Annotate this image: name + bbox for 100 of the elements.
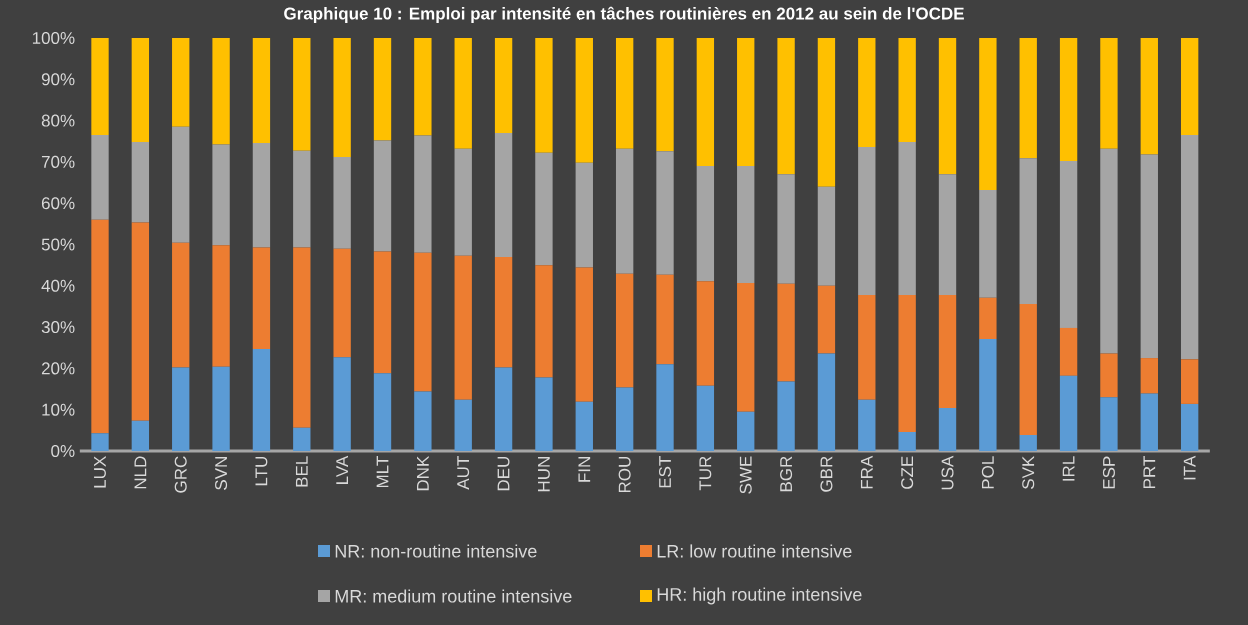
y-tick-label: 90% — [41, 73, 75, 86]
bar — [898, 38, 916, 143]
x-tick-label: PRT — [1143, 456, 1156, 488]
x-tick-label: HUN — [538, 457, 550, 492]
bar — [575, 38, 593, 163]
x-tick-label: POL — [981, 456, 994, 489]
bar — [535, 152, 553, 266]
bar — [293, 247, 311, 428]
bar — [656, 274, 674, 365]
bar — [737, 282, 755, 412]
bar — [1100, 148, 1118, 354]
bar — [373, 251, 392, 374]
bar — [858, 294, 876, 400]
bar — [535, 265, 553, 378]
bar — [656, 38, 674, 152]
bar — [414, 391, 432, 451]
bar — [454, 148, 472, 256]
bar — [333, 248, 351, 358]
x-tick-label: MLT — [376, 456, 389, 488]
bar — [172, 38, 190, 127]
bar — [979, 339, 997, 451]
bar — [494, 367, 513, 451]
x-tick-label: ESP — [1102, 456, 1115, 489]
bar — [91, 433, 109, 451]
x-tick-label: FRA — [860, 455, 873, 489]
bar — [898, 142, 916, 295]
x-tick-label: IRL — [1062, 456, 1075, 481]
y-tick-label: 50% — [41, 238, 75, 251]
bar — [1019, 38, 1037, 159]
bar — [1140, 154, 1158, 359]
bar — [373, 140, 392, 252]
bar — [575, 267, 593, 402]
bar — [373, 373, 392, 451]
bar — [898, 294, 916, 432]
y-tick-label: 80% — [41, 114, 75, 127]
legend-label: LR: low routine intensive — [657, 544, 852, 558]
bar — [131, 38, 150, 143]
bar — [858, 399, 876, 451]
bar — [1100, 38, 1118, 149]
x-tick-label: USA — [941, 455, 954, 490]
y-tick-label: 30% — [41, 321, 75, 334]
bar — [373, 38, 392, 141]
x-tick-label: LUX — [94, 456, 106, 488]
bar — [737, 38, 755, 167]
bar — [212, 366, 230, 451]
bar — [1059, 327, 1078, 376]
bar — [1180, 403, 1199, 451]
x-tick-label: EST — [658, 456, 672, 488]
x-tick-label: SWE — [739, 456, 752, 494]
bar — [252, 38, 271, 143]
bar — [1180, 135, 1199, 360]
bar — [1140, 358, 1158, 394]
bar — [777, 174, 795, 284]
bar — [1019, 303, 1037, 435]
bar — [535, 377, 553, 451]
bar — [414, 38, 432, 136]
bar — [615, 387, 634, 451]
legend-label: NR: non-routine intensive — [335, 544, 537, 558]
bar — [817, 186, 836, 286]
bar — [131, 420, 150, 451]
bar — [817, 285, 836, 354]
bar — [252, 348, 271, 451]
bar — [535, 38, 553, 153]
bar — [333, 38, 351, 157]
bar — [1019, 434, 1037, 451]
y-tick-label: 10% — [42, 403, 75, 416]
bar — [898, 432, 916, 451]
bar — [333, 357, 351, 451]
bar — [494, 38, 513, 133]
bar — [696, 385, 715, 451]
bar — [575, 162, 593, 268]
bar — [615, 148, 634, 274]
bar — [737, 166, 755, 283]
bar — [172, 367, 190, 451]
bar — [293, 427, 311, 451]
bar — [979, 297, 997, 340]
bar — [1100, 397, 1118, 451]
bar — [858, 147, 876, 295]
bar — [777, 38, 795, 175]
bar — [777, 381, 795, 451]
x-tick-label: SVN — [215, 457, 228, 490]
x-tick-label: ITA — [1183, 455, 1196, 480]
bar — [414, 252, 432, 392]
bar — [656, 151, 674, 275]
bar — [1019, 158, 1037, 304]
x-tick-label: FIN — [578, 457, 591, 482]
x-tick-label: BGR — [780, 456, 793, 492]
bar — [252, 247, 271, 349]
bar — [615, 38, 634, 149]
bar — [1180, 38, 1199, 136]
bar — [575, 401, 593, 451]
bar — [293, 38, 311, 151]
legend-label: HR: high routine intensive — [657, 587, 862, 605]
bar — [1180, 359, 1199, 404]
bar — [333, 156, 351, 249]
bar — [696, 38, 715, 167]
bar — [172, 126, 190, 243]
bar — [414, 135, 432, 253]
bar — [293, 150, 311, 248]
y-tick-label: 100% — [32, 31, 75, 45]
